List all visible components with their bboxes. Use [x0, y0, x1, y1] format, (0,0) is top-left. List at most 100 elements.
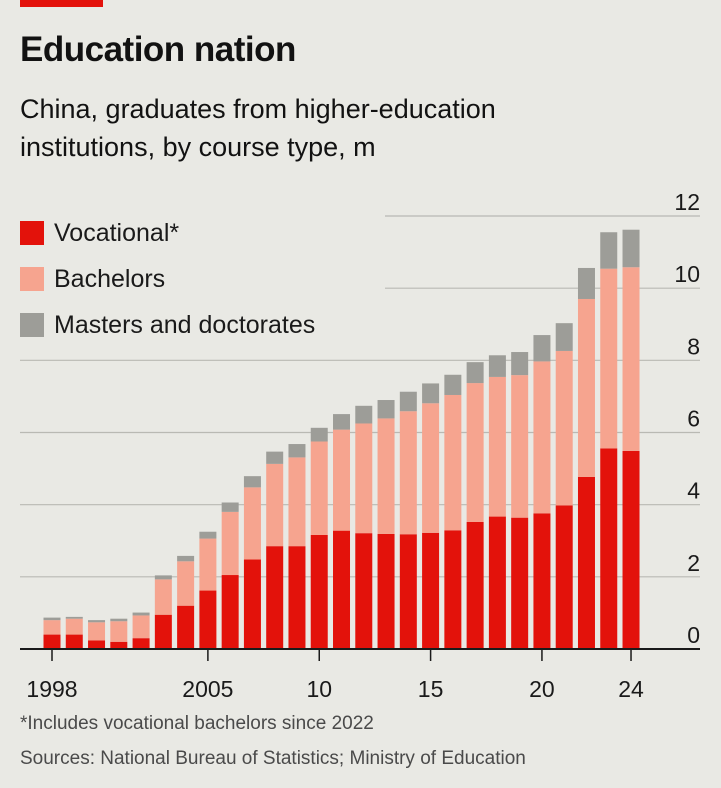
bar-masters-and-doctorates-1998 — [43, 617, 61, 621]
bar-vocational-2005 — [199, 590, 217, 649]
bar-masters-and-doctorates-2021 — [555, 323, 573, 351]
bar-masters-and-doctorates-2001 — [110, 618, 128, 622]
chart-legend: Vocational* Bachelors Masters and doctor… — [20, 210, 315, 348]
legend-label-masters: Masters and doctorates — [54, 310, 316, 339]
legend-item-masters: Masters and doctorates — [20, 302, 315, 348]
bar-vocational-2004 — [177, 605, 195, 649]
bar-vocational-1998 — [43, 634, 61, 649]
bar-bachelors-2024 — [622, 267, 640, 451]
x-tick-label-20: 20 — [529, 676, 555, 702]
x-tick-label-15: 15 — [418, 676, 444, 702]
y-tick-label-4: 4 — [687, 478, 700, 504]
bar-masters-and-doctorates-2022 — [577, 267, 595, 299]
bar-masters-and-doctorates-2005 — [199, 531, 217, 539]
bar-vocational-2016 — [444, 530, 462, 649]
bar-masters-and-doctorates-2013 — [377, 400, 395, 419]
bar-vocational-2003 — [154, 614, 172, 649]
bar-masters-and-doctorates-2000 — [88, 620, 106, 623]
bar-vocational-2013 — [377, 533, 395, 649]
bar-masters-and-doctorates-2004 — [177, 555, 195, 562]
bar-bachelors-2004 — [177, 561, 195, 606]
y-tick-label-12: 12 — [674, 189, 700, 215]
x-tick-label-2005: 2005 — [182, 676, 233, 702]
bar-bachelors-2010 — [310, 441, 328, 535]
bar-masters-and-doctorates-2006 — [221, 502, 239, 512]
bar-masters-and-doctorates-2009 — [288, 444, 306, 458]
footnote: *Includes vocational bachelors since 202… — [20, 713, 374, 734]
bar-masters-and-doctorates-2010 — [310, 427, 328, 442]
bar-bachelors-2015 — [422, 403, 440, 533]
legend-swatch-bachelors — [20, 267, 44, 291]
x-tick-label-24: 24 — [618, 676, 644, 702]
bar-vocational-2010 — [310, 534, 328, 649]
bar-vocational-2021 — [555, 505, 573, 649]
bar-masters-and-doctorates-2008 — [266, 451, 284, 464]
x-tick-label-10: 10 — [306, 676, 332, 702]
bar-bachelors-2012 — [355, 423, 373, 534]
bar-vocational-2011 — [333, 530, 351, 649]
bar-bachelors-2007 — [243, 487, 261, 560]
bar-bachelors-2021 — [555, 350, 573, 506]
bar-bachelors-1999 — [65, 618, 83, 635]
bar-bachelors-2009 — [288, 457, 306, 547]
bar-bachelors-2006 — [221, 511, 239, 576]
bar-masters-and-doctorates-2003 — [154, 575, 172, 580]
y-tick-label-2: 2 — [687, 550, 700, 576]
bar-vocational-2009 — [288, 546, 306, 649]
bar-masters-and-doctorates-2020 — [533, 335, 551, 362]
y-tick-label-8: 8 — [687, 333, 700, 359]
bar-vocational-2006 — [221, 575, 239, 649]
bar-bachelors-1998 — [43, 620, 61, 635]
bar-masters-and-doctorates-2023 — [600, 232, 618, 269]
y-tick-label-6: 6 — [687, 406, 700, 432]
bar-bachelors-2018 — [488, 376, 506, 517]
bar-vocational-2001 — [110, 641, 128, 649]
bar-vocational-1999 — [65, 634, 83, 649]
bar-masters-and-doctorates-2019 — [511, 352, 529, 376]
bar-masters-and-doctorates-2007 — [243, 476, 261, 488]
legend-item-bachelors: Bachelors — [20, 256, 315, 302]
bar-vocational-2002 — [132, 638, 150, 649]
bar-vocational-2023 — [600, 448, 618, 649]
y-tick-label-0: 0 — [687, 622, 700, 648]
bar-bachelors-2017 — [466, 383, 484, 522]
bar-bachelors-2002 — [132, 615, 150, 639]
legend-swatch-masters — [20, 313, 44, 337]
bar-bachelors-2011 — [333, 429, 351, 531]
bar-vocational-2022 — [577, 476, 595, 649]
bar-vocational-2019 — [511, 517, 529, 649]
bar-masters-and-doctorates-2015 — [422, 383, 440, 404]
chart-title: Education nation — [20, 30, 296, 69]
bar-vocational-2015 — [422, 532, 440, 649]
bar-bachelors-2020 — [533, 361, 551, 514]
legend-item-vocational: Vocational* — [20, 210, 315, 256]
legend-label-vocational: Vocational* — [54, 218, 180, 247]
bar-bachelors-2013 — [377, 418, 395, 534]
bar-bachelors-2003 — [154, 579, 172, 615]
bar-bachelors-2008 — [266, 463, 284, 547]
bar-vocational-2012 — [355, 533, 373, 649]
x-tick-label-1998: 1998 — [26, 676, 77, 702]
legend-swatch-vocational — [20, 221, 44, 245]
y-tick-label-10: 10 — [674, 261, 700, 287]
brand-red-tab — [20, 0, 103, 7]
bar-bachelors-2000 — [88, 622, 106, 641]
bar-masters-and-doctorates-2018 — [488, 355, 506, 377]
chart-subtitle: China, graduates from higher-education i… — [20, 94, 496, 162]
bar-vocational-2014 — [399, 534, 417, 649]
bar-masters-and-doctorates-1999 — [65, 616, 83, 619]
bar-bachelors-2005 — [199, 538, 217, 591]
bar-masters-and-doctorates-2012 — [355, 405, 373, 424]
bar-masters-and-doctorates-2016 — [444, 374, 462, 395]
bar-vocational-2007 — [243, 559, 261, 649]
bar-bachelors-2001 — [110, 621, 128, 642]
bar-masters-and-doctorates-2002 — [132, 612, 150, 616]
bar-vocational-2000 — [88, 640, 106, 649]
bar-bachelors-2019 — [511, 375, 529, 518]
bar-masters-and-doctorates-2017 — [466, 362, 484, 384]
bar-vocational-2020 — [533, 513, 551, 649]
bar-vocational-2024 — [622, 450, 640, 649]
bar-masters-and-doctorates-2011 — [333, 414, 351, 430]
bar-bachelors-2016 — [444, 394, 462, 531]
